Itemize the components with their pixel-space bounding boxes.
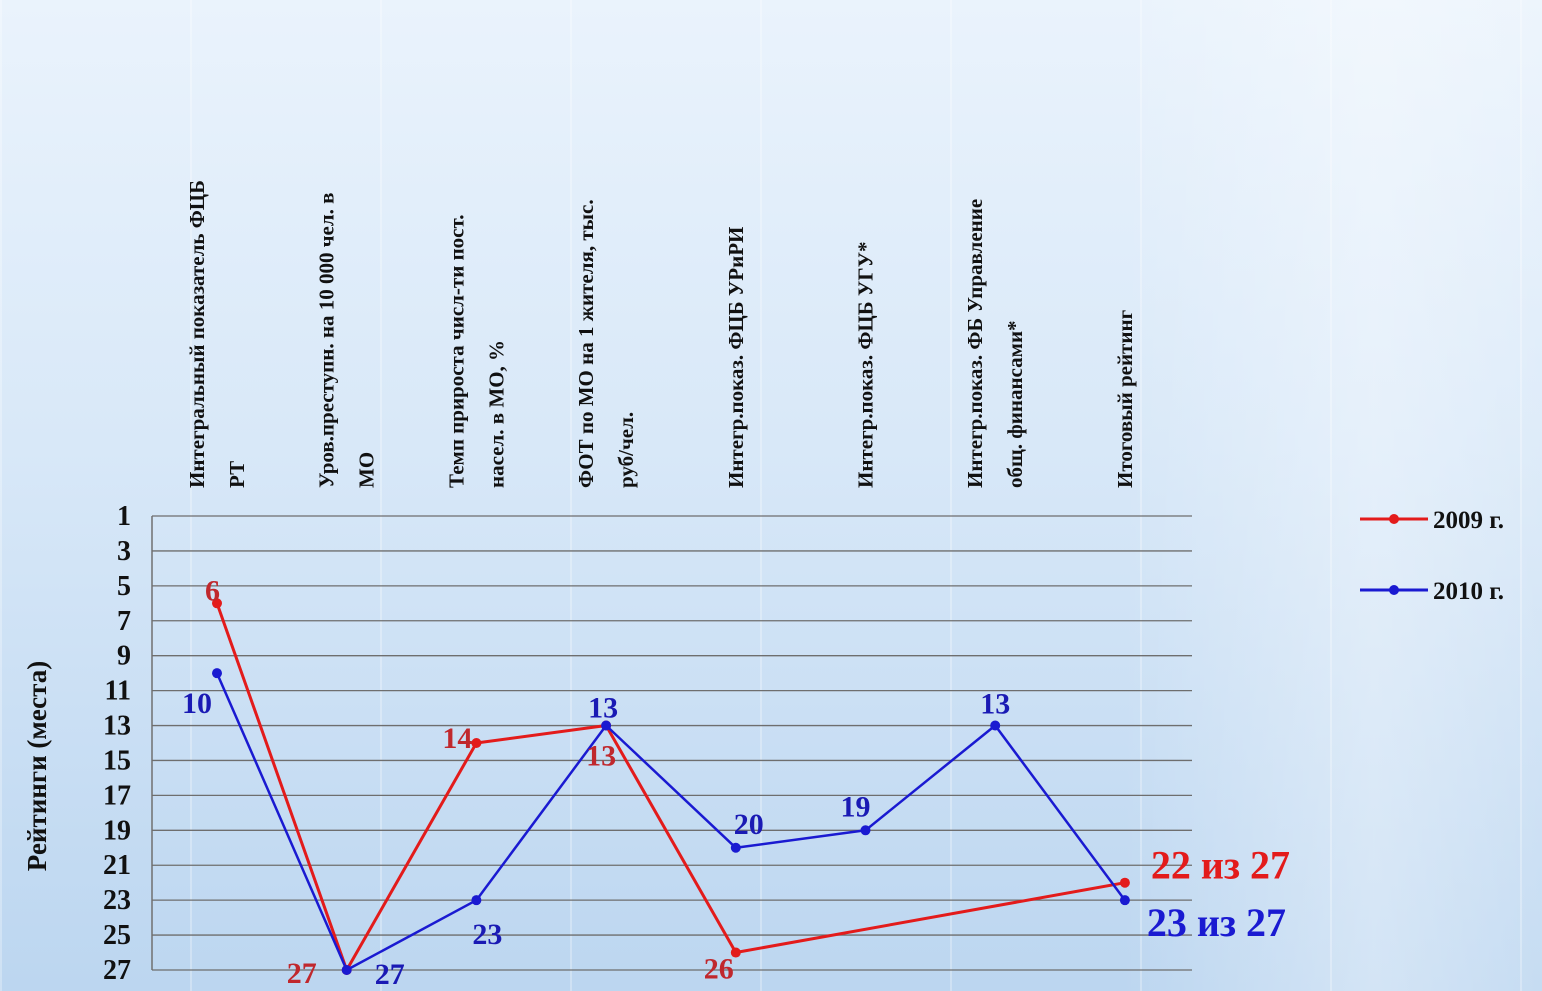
y-tick-label: 5: [117, 571, 131, 602]
category-label-line: Интегр.показ. ФЦБ УРиРИ: [724, 227, 748, 488]
category-label: Итоговый рейтинг: [1113, 310, 1137, 488]
y-tick-label: 17: [103, 780, 131, 811]
category-label-line: ФОТ по МО на 1 жителя, тыс.: [574, 199, 598, 488]
data-label: 14: [442, 722, 472, 755]
y-tick-label: 25: [103, 920, 131, 951]
category-label: Уров.преступн. на 10 000 чел. в МО: [315, 193, 379, 489]
category-label-line: МО: [355, 452, 379, 488]
data-label: 10: [182, 687, 212, 720]
legend-marker: [1389, 514, 1399, 524]
legend-label: 2010 г.: [1433, 578, 1504, 605]
data-point: [730, 842, 741, 853]
series-lines: [212, 598, 1130, 975]
data-labels: 6 27 14 13 26 10 27 23 13 20 19 13: [182, 574, 1010, 991]
data-point: [1119, 895, 1130, 906]
y-tick-label: 11: [105, 676, 131, 707]
category-label-line: Интегр.показ. ФБ Управление: [963, 199, 987, 488]
category-label: Интегр.показ. ФБ Управление общ. финансам…: [963, 199, 1027, 488]
data-point: [471, 895, 482, 906]
data-point: [601, 720, 612, 731]
data-point: [212, 668, 222, 679]
data-point: [990, 720, 1001, 731]
data-point: [730, 947, 741, 958]
category-label: Интегр.показ. ФЦБ УРиРИ: [724, 227, 748, 488]
data-point: [212, 598, 222, 609]
data-label: 13: [588, 692, 618, 725]
category-label-line: Итоговый рейтинг: [1113, 310, 1137, 488]
category-label-line: Интегр.показ. ФЦБ УГУ*: [854, 241, 878, 488]
y-tick-label: 23: [103, 885, 131, 916]
data-point: [341, 965, 352, 975]
data-label: 13: [980, 688, 1010, 721]
y-tick-label: 27: [103, 955, 131, 986]
legend: 2009 г. 2010 г.: [1360, 507, 1504, 605]
data-label: 27: [375, 958, 405, 991]
data-label: 20: [734, 808, 764, 841]
y-tick-label: 3: [117, 536, 131, 567]
data-label: 23: [472, 918, 502, 951]
series-line-2009: [215, 602, 1126, 972]
data-label: 27: [287, 957, 317, 990]
data-label: 6: [205, 574, 220, 607]
y-tick-label: 7: [117, 606, 131, 637]
category-label-line: Интегральный показатель ФЦБ: [185, 180, 209, 488]
y-tick-label: 21: [103, 850, 131, 881]
data-label: 26: [704, 953, 734, 986]
category-label: ФОТ по МО на 1 жителя, тыс. руб/чел.: [574, 199, 638, 488]
data-label: 13: [586, 740, 616, 773]
y-tick-label: 19: [103, 815, 131, 846]
category-label-line: руб/чел.: [614, 412, 638, 488]
series-line-2010: [215, 672, 1126, 972]
y-tick-label: 1: [117, 501, 131, 532]
category-labels: Интегральный показатель ФЦБ РТ Уров.престу…: [185, 180, 1137, 488]
legend-label: 2009 г.: [1433, 507, 1504, 534]
legend-marker: [1389, 585, 1399, 595]
category-label-line: РТ: [225, 461, 249, 488]
series-end-annotation: 23 из 27: [1147, 900, 1286, 945]
category-label-line: Темп прироста числ-ти пост.: [444, 215, 468, 489]
category-label-line: Уров.преступн. на 10 000 чел. в: [315, 193, 339, 489]
y-tick-label: 15: [103, 745, 131, 776]
category-label-line: общ. финансами*: [1003, 320, 1027, 488]
category-label: Интегр.показ. ФЦБ УГУ*: [854, 241, 878, 488]
category-label: Темп прироста числ-ти пост. насел. в МО, …: [444, 215, 508, 489]
data-point: [860, 825, 871, 836]
data-label: 19: [841, 790, 871, 823]
series-end-annotation: 22 из 27: [1151, 843, 1290, 888]
gridlines: [151, 515, 1192, 971]
final-annotations: 22 из 27 23 из 27: [1147, 843, 1290, 945]
y-tick-label: 9: [117, 641, 131, 672]
data-point: [1119, 877, 1130, 888]
category-label-line: насел. в МО, %: [484, 340, 508, 488]
data-point: [471, 738, 482, 748]
y-axis-title: Рейтинги (места): [22, 661, 52, 871]
y-tick-label: 13: [103, 711, 131, 742]
category-label: Интегральный показатель ФЦБ РТ: [185, 180, 249, 488]
